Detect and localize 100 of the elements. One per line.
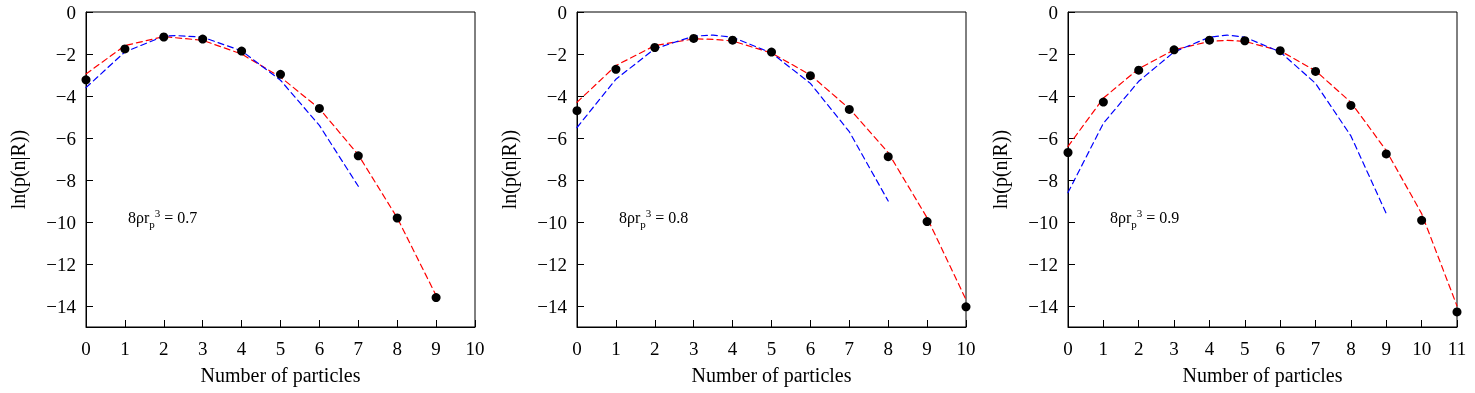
- y-tick-label: −12: [537, 253, 567, 275]
- point: [1311, 66, 1321, 76]
- point: [1169, 45, 1179, 55]
- point: [431, 293, 441, 303]
- x-tick-label: 0: [81, 338, 91, 359]
- y-tick-label: 0: [66, 1, 76, 23]
- y-axis-title: ln(p(n|R)): [498, 129, 521, 210]
- y-tick-label: −8: [1037, 169, 1058, 191]
- x-tick-label: 8: [392, 338, 402, 359]
- y-tick-label: −10: [46, 211, 76, 233]
- point: [314, 103, 324, 113]
- x-tick-label: 6: [805, 338, 816, 359]
- y-tick-label: −12: [1028, 253, 1058, 275]
- x-tick-label: 3: [1169, 338, 1179, 359]
- x-tick-label: 0: [1063, 338, 1073, 359]
- point: [1134, 65, 1144, 75]
- x-tick-label: 2: [159, 338, 169, 359]
- x-tick-label: 8: [883, 338, 893, 359]
- point: [572, 106, 582, 116]
- y-tick-label: 0: [1048, 1, 1058, 23]
- x-tick-label: 4: [1204, 338, 1215, 359]
- x-tick-label: 6: [1275, 338, 1285, 359]
- y-tick-label: −12: [46, 253, 76, 275]
- x-tick-label: 9: [431, 338, 441, 359]
- x-tick-label: 1: [611, 338, 621, 359]
- x-tick-label: 10: [465, 338, 485, 359]
- x-tick-label: 3: [688, 338, 699, 359]
- y-tick-label: −8: [546, 169, 567, 191]
- point: [159, 32, 169, 42]
- line-series: [576, 34, 889, 202]
- point: [844, 104, 854, 114]
- point: [961, 302, 971, 312]
- y-tick-label: −14: [1028, 295, 1059, 317]
- y-axis-title: ln(p(n|R)): [7, 129, 30, 210]
- point: [353, 151, 363, 161]
- x-tick-label: 1: [1098, 338, 1109, 359]
- point: [728, 35, 738, 45]
- x-tick-label: 1: [120, 338, 130, 359]
- y-tick-label: −2: [1037, 43, 1058, 65]
- point: [922, 217, 932, 227]
- y-tick-label: −2: [546, 43, 567, 65]
- y-tick-label: −10: [537, 211, 567, 233]
- point: [611, 64, 621, 74]
- x-tick-label: 5: [766, 338, 777, 359]
- point: [120, 44, 130, 54]
- x-tick-label: 9: [1381, 338, 1392, 359]
- x-tick-label: 7: [844, 338, 855, 359]
- point: [1063, 147, 1073, 157]
- point: [1346, 100, 1356, 110]
- point: [392, 213, 402, 223]
- point: [883, 152, 893, 162]
- x-tick-label: 5: [275, 338, 286, 359]
- line-series: [85, 34, 359, 187]
- point: [237, 46, 247, 56]
- point: [198, 34, 208, 44]
- point: [81, 75, 91, 85]
- x-axis-title: Number of particles: [691, 364, 852, 387]
- point: [1275, 46, 1285, 56]
- point: [1452, 307, 1462, 317]
- y-tick-label: −10: [1028, 211, 1058, 233]
- x-axis-title: Number of particles: [200, 364, 361, 387]
- y-tick-label: −14: [537, 295, 568, 317]
- x-tick-label: 5: [1240, 338, 1250, 359]
- x-tick-label: 4: [727, 338, 738, 359]
- annotation: 8ρr$_{p}$$^{3}$ = 0.9: [1109, 207, 1180, 230]
- x-tick-label: 7: [1310, 338, 1321, 359]
- x-tick-label: 10: [956, 338, 976, 359]
- y-tick-label: −6: [1037, 127, 1058, 149]
- y-tick-label: −14: [46, 295, 77, 317]
- x-tick-label: 10: [1412, 338, 1432, 359]
- y-tick-label: −6: [546, 127, 567, 149]
- x-tick-label: 2: [650, 338, 660, 359]
- y-tick-label: −8: [55, 169, 76, 191]
- x-tick-label: 9: [922, 338, 932, 359]
- y-tick-label: −6: [55, 127, 76, 149]
- point: [1417, 215, 1427, 225]
- x-tick-label: 4: [236, 338, 247, 359]
- x-axis-title: Number of particles: [1182, 364, 1343, 387]
- point: [689, 33, 699, 43]
- point: [1240, 36, 1250, 46]
- point: [1204, 35, 1214, 45]
- x-tick-label: 2: [1133, 338, 1144, 359]
- point: [1381, 149, 1391, 159]
- point: [805, 71, 815, 81]
- y-tick-label: −4: [55, 85, 77, 107]
- y-tick-label: −2: [55, 43, 76, 65]
- y-tick-label: 0: [557, 1, 567, 23]
- x-tick-label: 6: [314, 338, 325, 359]
- x-tick-label: 7: [353, 338, 364, 359]
- annotation: 8ρr$_{p}$$^{3}$ = 0.8: [618, 207, 689, 230]
- y-tick-label: −4: [1037, 85, 1059, 107]
- x-tick-label: 0: [572, 338, 582, 359]
- x-tick-label: 8: [1346, 338, 1356, 359]
- annotation: 8ρr$_{p}$$^{3}$ = 0.7: [127, 207, 198, 230]
- x-tick-label: 11: [1447, 338, 1467, 359]
- point: [767, 47, 776, 57]
- point: [1098, 97, 1108, 107]
- x-tick-label: 3: [197, 338, 208, 359]
- point: [650, 42, 660, 52]
- point: [276, 69, 285, 79]
